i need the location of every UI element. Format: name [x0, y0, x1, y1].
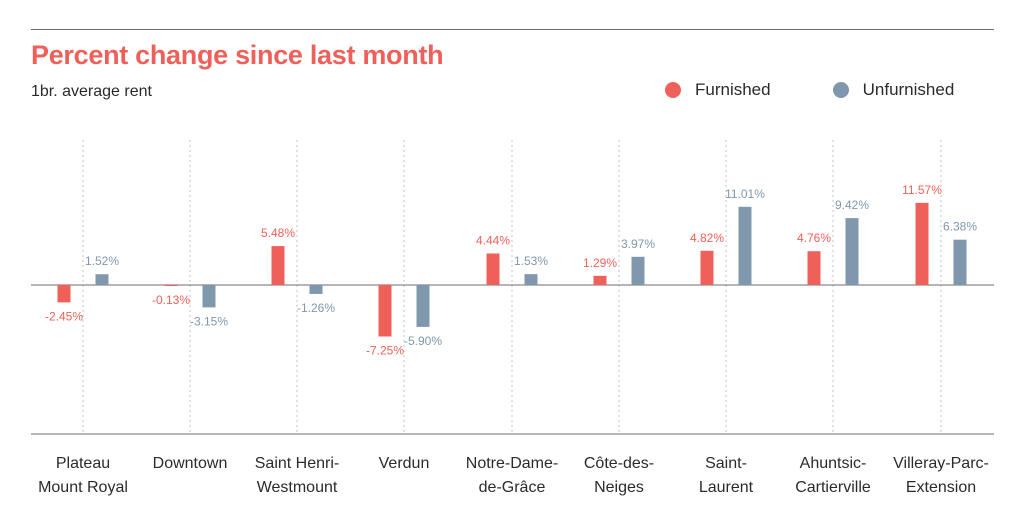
category-label-5: Côte-des- Neiges	[559, 452, 679, 500]
bar-unfurnished-3	[416, 285, 430, 327]
bar-unfurnished-6	[738, 206, 752, 285]
category-label-line: Côte-des-	[583, 455, 655, 472]
category-label-line: de-Grâce	[478, 479, 546, 496]
data-label-furnished-1: -0.13%	[152, 293, 190, 307]
bar-unfurnished-8	[953, 239, 967, 285]
data-label-unfurnished-4: 1.53%	[514, 254, 548, 268]
legend-dot-unfurnished	[832, 82, 849, 98]
bar-unfurnished-7	[845, 218, 859, 285]
category-label-line: Ahuntsic-	[799, 455, 867, 472]
data-label-unfurnished-8: 6.38%	[943, 220, 977, 234]
bar-unfurnished-1	[202, 285, 216, 308]
legend-label-furnished: Furnished	[695, 80, 771, 99]
data-label-furnished-0: -2.45%	[45, 309, 83, 323]
data-label-unfurnished-0: 1.52%	[85, 254, 119, 268]
category-label-line: Mount Royal	[38, 479, 128, 496]
category-label-7: Ahuntsic- Cartierville	[773, 452, 893, 500]
category-label-3: Verdun	[344, 452, 464, 476]
bar-furnished-2	[271, 246, 285, 285]
bar-unfurnished-2	[309, 285, 323, 294]
chart-subtitle: 1br. average rent	[31, 83, 152, 100]
bar-furnished-5	[593, 275, 607, 285]
category-label-line: Saint-	[705, 455, 747, 472]
top-rule	[31, 29, 994, 30]
category-label-8: Villeray-Parc- Extension	[881, 452, 1001, 500]
data-label-furnished-2: 5.48%	[261, 226, 295, 240]
bar-furnished-4	[486, 253, 500, 285]
category-label-2: Saint Henri- Westmount	[237, 452, 357, 500]
category-label-line: Downtown	[152, 455, 228, 472]
data-label-furnished-3: -7.25%	[366, 343, 404, 357]
legend-dot-furnished	[665, 82, 681, 98]
data-label-unfurnished-7: 9.42%	[835, 198, 869, 212]
data-label-furnished-5: 1.29%	[583, 256, 617, 270]
category-label-line: Villeray-Parc-	[893, 455, 989, 472]
category-label-6: Saint- Laurent	[666, 452, 786, 500]
category-label-4: Notre-Dame-de-Grâce	[452, 452, 572, 500]
data-label-furnished-4: 4.44%	[476, 233, 510, 247]
data-label-furnished-8: 11.57%	[902, 183, 942, 197]
legend: Furnished Unfurnished	[665, 80, 954, 100]
category-label-1: Downtown	[130, 452, 250, 476]
chart-title: Percent change since last month	[31, 40, 444, 70]
bar-furnished-8	[915, 202, 929, 285]
category-label-line: Extension	[905, 479, 977, 496]
data-label-unfurnished-3: -5.90%	[404, 334, 442, 348]
category-label-line: Verdun	[378, 455, 430, 472]
bar-furnished-3	[378, 285, 392, 337]
category-label-0: Plateau Mount Royal	[23, 452, 143, 500]
data-label-unfurnished-1: -3.15%	[190, 314, 228, 328]
category-label-line: Laurent	[698, 479, 754, 496]
data-label-unfurnished-2: -1.26%	[297, 301, 335, 315]
data-label-furnished-6: 4.82%	[690, 231, 724, 245]
category-label-line: Neiges	[594, 479, 644, 496]
bar-unfurnished-5	[631, 256, 645, 285]
legend-item-unfurnished: Unfurnished	[832, 80, 955, 100]
category-label-line: Westmount	[256, 479, 338, 496]
bar-furnished-6	[700, 250, 714, 285]
data-label-unfurnished-6: 11.01%	[725, 187, 765, 201]
bar-furnished-0	[57, 285, 71, 303]
category-label-line: Notre-Dame-	[465, 455, 559, 472]
bar-unfurnished-0	[95, 274, 109, 285]
category-label-line: Plateau	[55, 455, 111, 472]
bar-furnished-1	[164, 285, 178, 286]
legend-item-furnished: Furnished	[665, 80, 771, 100]
category-label-line: Saint Henri-	[254, 455, 340, 472]
data-label-furnished-7: 4.76%	[797, 231, 831, 245]
bar-furnished-7	[807, 251, 821, 285]
data-label-unfurnished-5: 3.97%	[621, 237, 655, 251]
bar-unfurnished-4	[524, 274, 538, 285]
category-label-line: Cartierville	[795, 479, 871, 496]
legend-label-unfurnished: Unfurnished	[862, 80, 955, 99]
